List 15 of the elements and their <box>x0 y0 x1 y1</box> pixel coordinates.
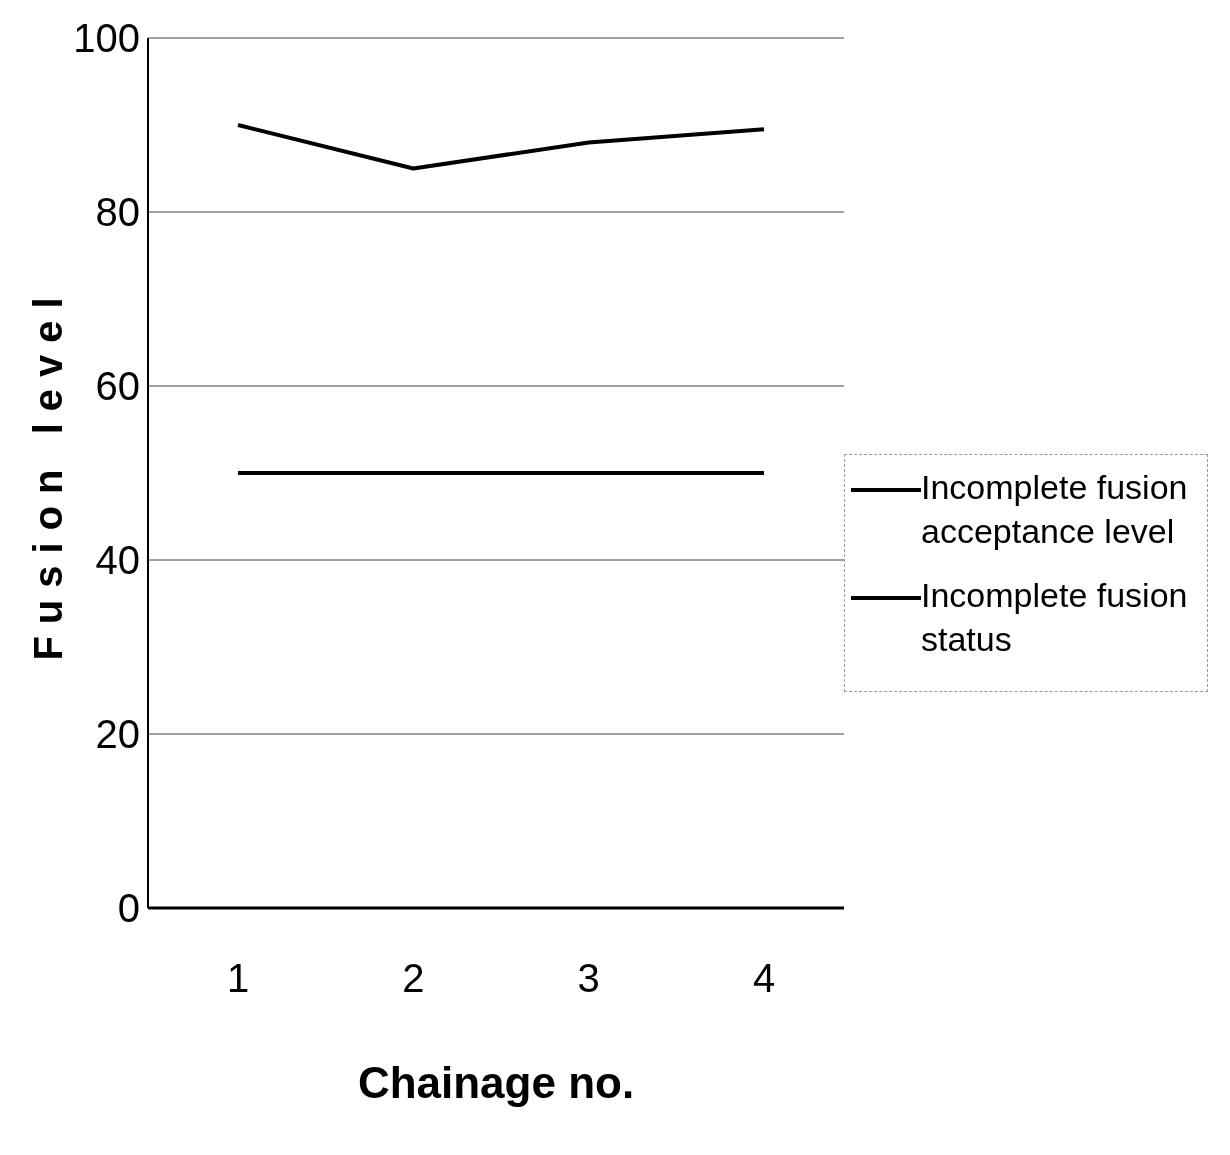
y-tick-label: 100 <box>73 16 140 61</box>
y-tick-label: 60 <box>95 364 140 409</box>
y-tick-label: 80 <box>95 190 140 235</box>
x-tick-label: 2 <box>402 956 425 1001</box>
y-tick-label: 0 <box>117 886 140 931</box>
x-tick-label: 1 <box>226 956 250 1001</box>
legend-label: Incomplete fusion status <box>921 575 1189 661</box>
y-axis-title: Fusion level <box>26 285 71 661</box>
y-tick-label: 40 <box>95 538 140 583</box>
legend-label: Incomplete fusion acceptance level <box>921 466 1189 552</box>
x-tick-label: 3 <box>577 956 600 1001</box>
x-tick-label: 4 <box>752 956 776 1001</box>
y-tick-label: 20 <box>95 712 140 757</box>
line-series <box>236 123 766 171</box>
x-axis-title: Chainage no. <box>357 1058 635 1107</box>
